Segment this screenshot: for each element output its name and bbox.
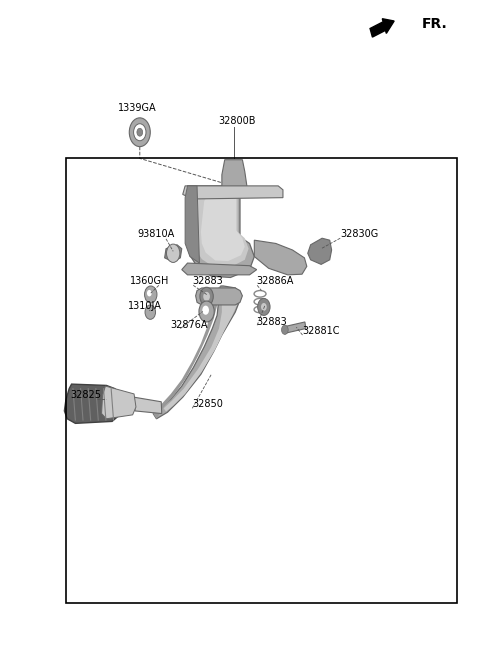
Text: 32883: 32883	[192, 276, 223, 286]
Polygon shape	[153, 286, 240, 419]
Circle shape	[202, 306, 209, 315]
Circle shape	[281, 325, 288, 334]
Polygon shape	[165, 245, 182, 261]
Circle shape	[261, 303, 267, 311]
Polygon shape	[222, 160, 247, 191]
Polygon shape	[201, 198, 245, 261]
Text: 32886A: 32886A	[257, 276, 294, 286]
Text: 32876A: 32876A	[171, 320, 208, 330]
Circle shape	[203, 292, 210, 301]
Polygon shape	[192, 191, 249, 267]
Polygon shape	[308, 238, 332, 264]
Bar	[66, 158, 457, 603]
Text: 1339GA: 1339GA	[118, 102, 157, 112]
Circle shape	[133, 124, 146, 141]
Polygon shape	[64, 384, 121, 423]
Text: FR.: FR.	[422, 17, 447, 32]
Polygon shape	[254, 240, 307, 275]
Polygon shape	[182, 263, 257, 275]
FancyArrow shape	[370, 18, 394, 37]
Text: 93810A: 93810A	[137, 229, 175, 239]
Circle shape	[147, 290, 152, 296]
Polygon shape	[183, 186, 283, 199]
Polygon shape	[102, 386, 136, 419]
Circle shape	[145, 305, 156, 319]
Text: 1360GH: 1360GH	[130, 276, 169, 286]
Polygon shape	[185, 186, 199, 263]
Text: 32825: 32825	[71, 390, 102, 401]
Polygon shape	[188, 186, 254, 277]
Polygon shape	[134, 397, 162, 413]
Polygon shape	[153, 286, 223, 419]
Circle shape	[137, 128, 143, 136]
Circle shape	[200, 287, 213, 306]
Circle shape	[258, 298, 270, 315]
Circle shape	[199, 301, 214, 322]
Text: 32881C: 32881C	[302, 327, 339, 336]
Polygon shape	[164, 288, 238, 411]
Text: 1310JA: 1310JA	[128, 301, 162, 311]
Circle shape	[129, 118, 150, 147]
Polygon shape	[196, 288, 242, 305]
Text: 32800B: 32800B	[218, 116, 256, 125]
Text: 32830G: 32830G	[340, 229, 378, 239]
Polygon shape	[285, 322, 306, 333]
Circle shape	[167, 244, 180, 262]
Text: 32850: 32850	[192, 399, 223, 409]
Text: 32883: 32883	[257, 317, 288, 327]
Circle shape	[144, 286, 157, 303]
